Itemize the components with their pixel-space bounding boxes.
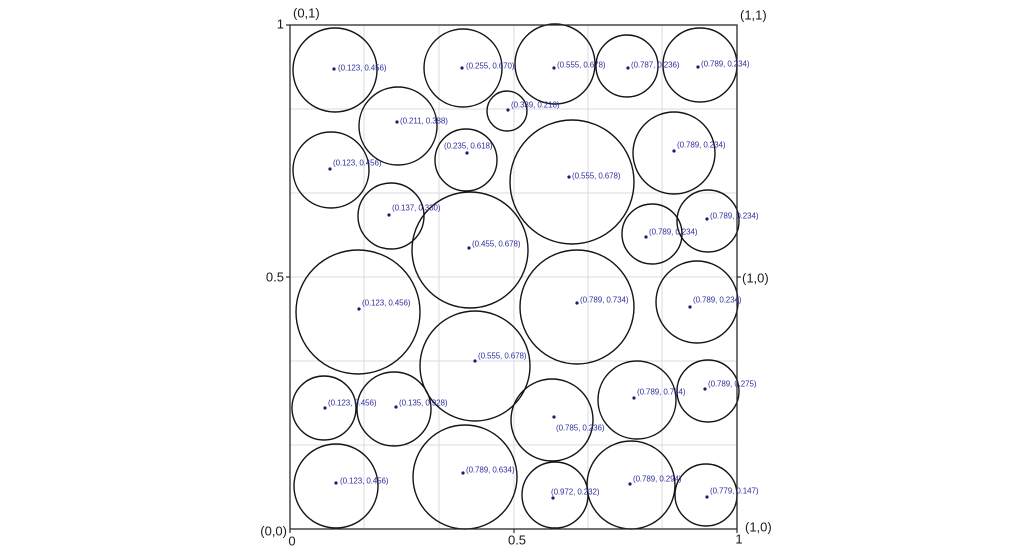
packed-circle (510, 378, 594, 462)
y-tick-label: 1 (276, 16, 284, 32)
point-label: (0.123, 0.456) (333, 158, 382, 168)
corner-label: (1,1) (740, 7, 767, 23)
point-marker (461, 471, 465, 475)
point-marker (632, 396, 636, 400)
point-label: (0.785, 0.236) (556, 423, 605, 433)
point-label: (0.789, 0.734) (580, 295, 629, 305)
point-marker (703, 387, 707, 391)
point-marker (394, 405, 398, 409)
point-marker (465, 151, 469, 155)
point-marker (705, 217, 709, 221)
packed-circle (676, 189, 740, 253)
point-label: (0.135, 0.928) (399, 398, 448, 408)
packed-circle (293, 443, 379, 529)
point-marker (644, 235, 648, 239)
packed-circle (621, 203, 683, 265)
packed-circle (655, 260, 739, 344)
packed-circle (514, 23, 596, 105)
point-label: (0.211, 0.388) (400, 116, 448, 126)
point-label: (0.123, 0.456) (338, 63, 387, 73)
point-marker (696, 65, 700, 69)
point-marker (575, 301, 579, 305)
point-label: (0.972, 0.232) (551, 487, 600, 497)
x-tick-label: 0 (288, 533, 296, 549)
point-marker (473, 359, 477, 363)
point-marker (705, 495, 709, 499)
x-tick-label: 1 (735, 531, 743, 547)
packed-circle (519, 249, 635, 365)
point-label: (0.555, 0.678) (478, 351, 527, 361)
point-label: (0.235, 0.618) (444, 141, 493, 151)
corner-label: (0,1) (293, 5, 320, 21)
point-label: (0.789, 0.294) (633, 474, 682, 484)
point-marker (467, 246, 471, 250)
point-label: (0.123, 0.456) (362, 298, 411, 308)
point-label: (0.789, 0.234) (710, 211, 759, 221)
point-marker (460, 66, 464, 70)
packed-circle (632, 111, 716, 195)
point-label: (0.555, 0.678) (557, 60, 606, 70)
point-marker (628, 482, 632, 486)
point-marker (357, 307, 361, 311)
packed-circle (595, 34, 659, 98)
point-label: (0.123, 0.456) (340, 476, 389, 486)
point-marker (672, 149, 676, 153)
packed-circle (597, 360, 677, 440)
packed-circle (357, 182, 425, 250)
point-marker (332, 67, 336, 71)
point-label: (0.789, 0.234) (677, 140, 726, 150)
packed-circle (434, 128, 498, 192)
point-marker (552, 66, 556, 70)
point-marker (323, 406, 327, 410)
point-marker (506, 108, 510, 112)
packed-circle (419, 310, 531, 422)
point-label: (0.789, 0.634) (466, 465, 515, 475)
point-marker (688, 305, 692, 309)
point-label: (0.137, 0.330) (392, 203, 441, 213)
corner-label: (1,0) (742, 270, 769, 286)
point-marker (567, 175, 571, 179)
packed-circle (358, 86, 438, 166)
point-marker (626, 66, 630, 70)
point-label: (0.789, 0.234) (701, 59, 750, 69)
packed-circle (292, 27, 378, 113)
point-marker (552, 415, 556, 419)
packed-circle (411, 191, 529, 309)
point-marker (387, 213, 391, 217)
corner-label: (1,0) (745, 519, 772, 535)
point-label: (0.255, 0.670) (466, 61, 515, 71)
point-label: (0.789, 0.734) (637, 387, 686, 397)
packed-circle (295, 249, 421, 375)
packed-circle (486, 90, 528, 132)
point-label: (0.455, 0.678) (472, 239, 521, 249)
point-label: (0.787, 0.236) (631, 60, 680, 70)
corner-label: (0,0) (260, 523, 287, 539)
point-marker (395, 120, 399, 124)
point-label: (0.555, 0.678) (572, 171, 621, 181)
point-label: (0.123, 0.456) (328, 398, 377, 408)
point-label: (0.339, 0.218) (511, 100, 560, 110)
x-tick-label: 0.5 (507, 532, 527, 548)
packed-circle (423, 28, 503, 108)
y-tick-label: 0.5 (265, 269, 284, 285)
point-marker (551, 496, 555, 500)
point-marker (334, 481, 338, 485)
point-label: (0.789, 0.234) (649, 227, 698, 237)
point-label: (0.779, 0.147) (710, 486, 759, 496)
point-label: (0.789, 0.275) (708, 379, 757, 389)
point-label: (0.789, 0.234) (693, 295, 742, 305)
packed-circle (676, 359, 740, 423)
packed-circle (509, 119, 635, 245)
packed-circle (292, 131, 370, 209)
packed-circle (356, 371, 432, 447)
point-marker (328, 167, 332, 171)
packed-circle (291, 375, 357, 441)
